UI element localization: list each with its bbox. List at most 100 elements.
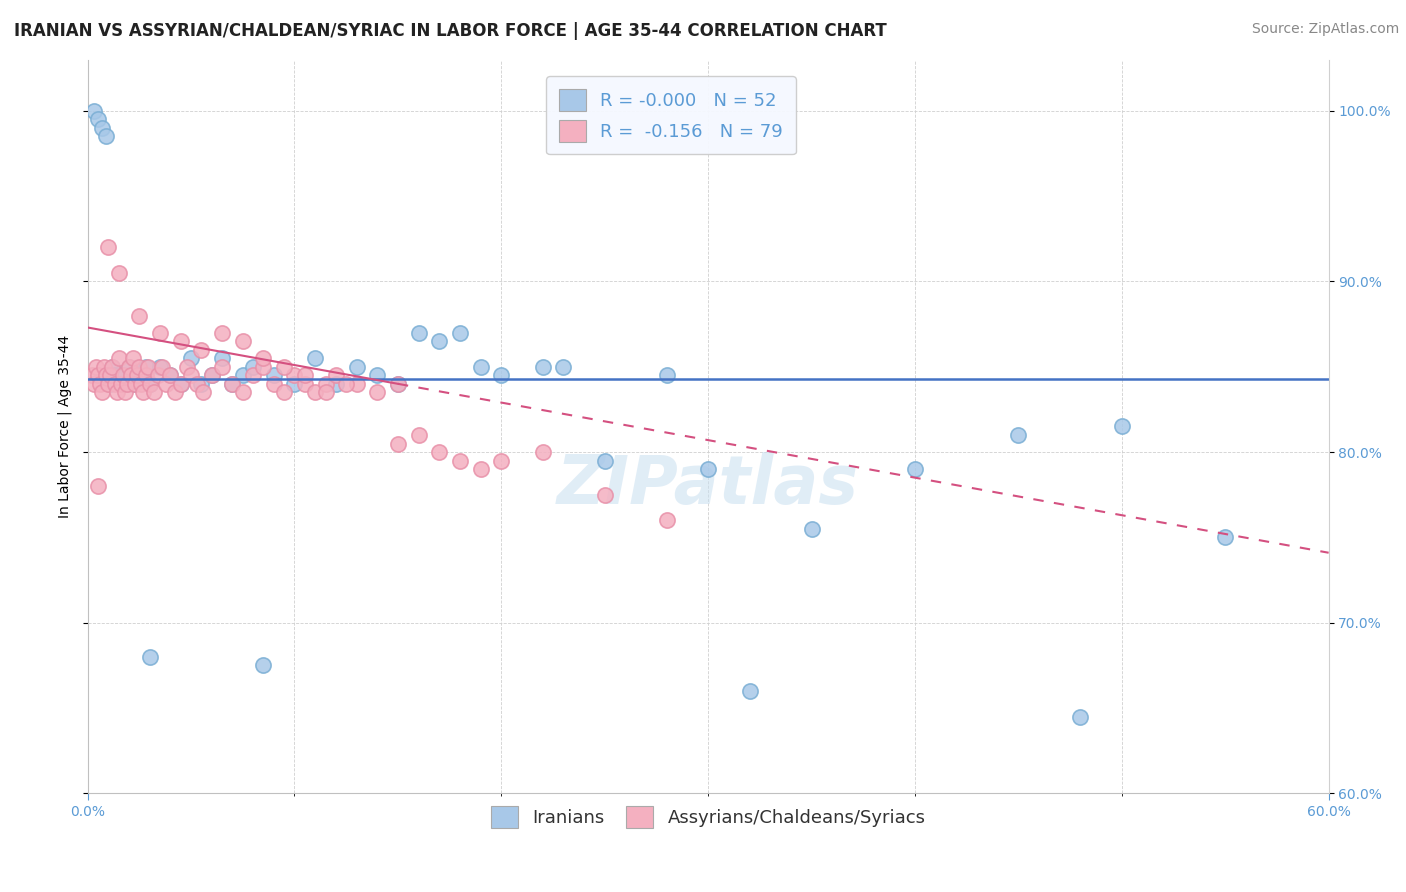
Point [242, 359, 264, 374]
Point [273, 359, 295, 374]
Point [593, 488, 616, 502]
Point [427, 334, 450, 348]
Point [100, 376, 122, 391]
Point [80, 368, 103, 383]
Point [335, 376, 357, 391]
Point [111, 368, 134, 383]
Point [655, 368, 678, 383]
Point [128, 309, 150, 323]
Point [491, 453, 513, 467]
Point [110, 376, 132, 391]
Point [283, 368, 305, 383]
Point [89, 376, 111, 391]
Point [149, 326, 172, 340]
Point [124, 376, 146, 391]
Point [1213, 530, 1236, 544]
Point [150, 359, 173, 374]
Point [232, 385, 254, 400]
Point [387, 376, 409, 391]
Point [146, 368, 169, 383]
Text: IRANIAN VS ASSYRIAN/CHALDEAN/SYRIAC IN LABOR FORCE | AGE 35-44 CORRELATION CHART: IRANIAN VS ASSYRIAN/CHALDEAN/SYRIAC IN L… [14, 22, 887, 40]
Point [252, 359, 274, 374]
Text: ZIPatlas: ZIPatlas [557, 452, 859, 518]
Point [87, 479, 110, 493]
Point [408, 326, 430, 340]
Y-axis label: In Labor Force | Age 35-44: In Labor Force | Age 35-44 [58, 334, 72, 518]
Point [142, 385, 165, 400]
Point [163, 385, 186, 400]
Point [211, 359, 233, 374]
Point [1069, 709, 1091, 723]
Point [449, 453, 471, 467]
Point [221, 376, 243, 391]
Point [186, 376, 208, 391]
Point [103, 368, 125, 383]
Point [294, 368, 316, 383]
Point [91, 385, 114, 400]
Point [101, 359, 124, 374]
Point [366, 368, 388, 383]
Point [190, 343, 212, 357]
Point [304, 351, 326, 366]
Point [135, 359, 157, 374]
Legend: Iranians, Assyrians/Chaldeans/Syriacs: Iranians, Assyrians/Chaldeans/Syriacs [484, 799, 932, 836]
Point [114, 368, 136, 383]
Point [118, 359, 141, 374]
Point [211, 351, 233, 366]
Point [105, 385, 128, 400]
Point [87, 112, 110, 127]
Point [491, 368, 513, 383]
Point [159, 368, 181, 383]
Point [531, 445, 554, 459]
Point [96, 129, 118, 144]
Point [252, 351, 274, 366]
Point [131, 376, 153, 391]
Point [201, 368, 224, 383]
Point [263, 368, 285, 383]
Point [427, 445, 450, 459]
Point [180, 368, 202, 383]
Point [83, 376, 105, 391]
Point [366, 385, 388, 400]
Point [190, 376, 212, 391]
Point [83, 103, 105, 118]
Point [315, 376, 337, 391]
Point [553, 359, 575, 374]
Point [84, 359, 107, 374]
Text: Source: ZipAtlas.com: Source: ZipAtlas.com [1251, 22, 1399, 37]
Point [107, 266, 129, 280]
Point [159, 368, 181, 383]
Point [593, 453, 616, 467]
Point [655, 513, 678, 527]
Point [97, 376, 120, 391]
Point [800, 522, 823, 536]
Point [283, 376, 305, 391]
Point [470, 359, 492, 374]
Point [408, 428, 430, 442]
Point [697, 462, 720, 476]
Point [149, 359, 172, 374]
Point [122, 376, 145, 391]
Point [122, 351, 145, 366]
Point [101, 359, 124, 374]
Point [97, 368, 120, 383]
Point [738, 684, 761, 698]
Point [132, 385, 155, 400]
Point [193, 385, 215, 400]
Point [128, 368, 150, 383]
Point [127, 368, 149, 383]
Point [201, 368, 224, 383]
Point [470, 462, 492, 476]
Point [93, 359, 115, 374]
Point [96, 368, 118, 383]
Point [138, 376, 160, 391]
Point [170, 376, 193, 391]
Point [273, 385, 295, 400]
Point [232, 334, 254, 348]
Point [138, 376, 160, 391]
Point [232, 368, 254, 383]
Point [1007, 428, 1029, 442]
Point [120, 368, 142, 383]
Point [263, 376, 285, 391]
Point [387, 436, 409, 450]
